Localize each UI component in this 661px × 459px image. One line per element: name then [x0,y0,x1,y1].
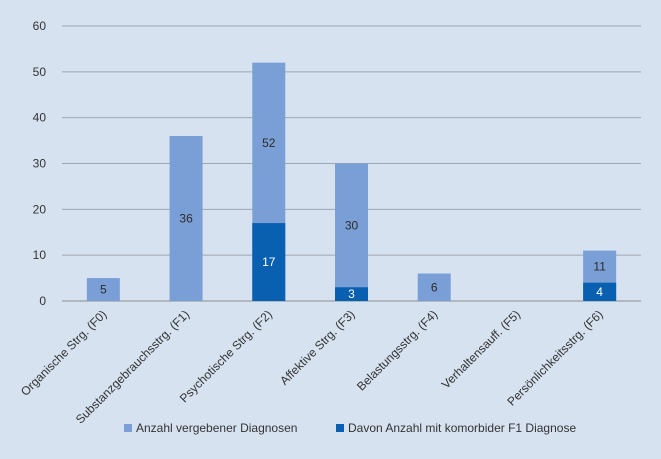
legend-swatch [336,424,344,432]
y-tick-label: 50 [33,65,47,79]
bar-comorbid-f1 [252,223,286,301]
data-labels: 5 36 52 30 6 11 17 3 4 [100,136,606,301]
data-label-total: 30 [345,218,359,232]
bar-total-diagnoses [86,278,120,301]
x-category-label: Psychotische Strg. (F2) [177,307,275,405]
x-axis-category-labels: Organische Strg. (F0)Substanzgebrauchsst… [18,307,606,426]
y-tick-label: 20 [33,202,47,216]
bar-total-diagnoses [335,163,368,301]
data-label-total: 11 [593,260,606,274]
y-tick-label: 30 [33,157,47,171]
bar-comorbid-f1 [335,287,368,301]
x-category-label: Affektive Strg. (F3) [277,307,357,387]
data-label-comorbid: 3 [348,287,355,301]
bars [86,62,617,301]
y-tick-label: 10 [33,248,47,262]
x-category-label: Belastungsstrg. (F4) [354,307,440,393]
data-label-comorbid: 4 [596,285,603,299]
data-label-total: 5 [100,283,107,297]
y-tick-label: 40 [33,111,47,125]
bar-total-diagnoses [417,273,451,301]
bar-total-diagnoses [169,136,203,301]
y-tick-label: 60 [33,19,47,33]
legend-swatch [124,424,132,432]
bar-comorbid-f1 [583,282,617,301]
y-axis-tick-labels: 0 10 20 30 40 50 60 [33,19,47,308]
legend-entry: Anzahl vergebener Diagnosen [136,421,297,435]
legend-entry: Davon Anzahl mit komorbider F1 Diagnose [348,421,576,435]
data-label-total: 6 [431,280,438,294]
data-label-total: 36 [179,212,193,226]
legend: Anzahl vergebener Diagnosen Davon Anzahl … [124,421,576,435]
x-category-label: Verhaltensauff. (F5) [439,307,523,391]
y-tick-label: 0 [39,294,46,308]
data-label-total: 52 [262,136,276,150]
data-label-comorbid: 17 [262,255,276,269]
x-category-label: Persönlichkeitsstrg. (F6) [504,307,605,408]
x-category-label: Organische Strg. (F0) [18,307,109,398]
